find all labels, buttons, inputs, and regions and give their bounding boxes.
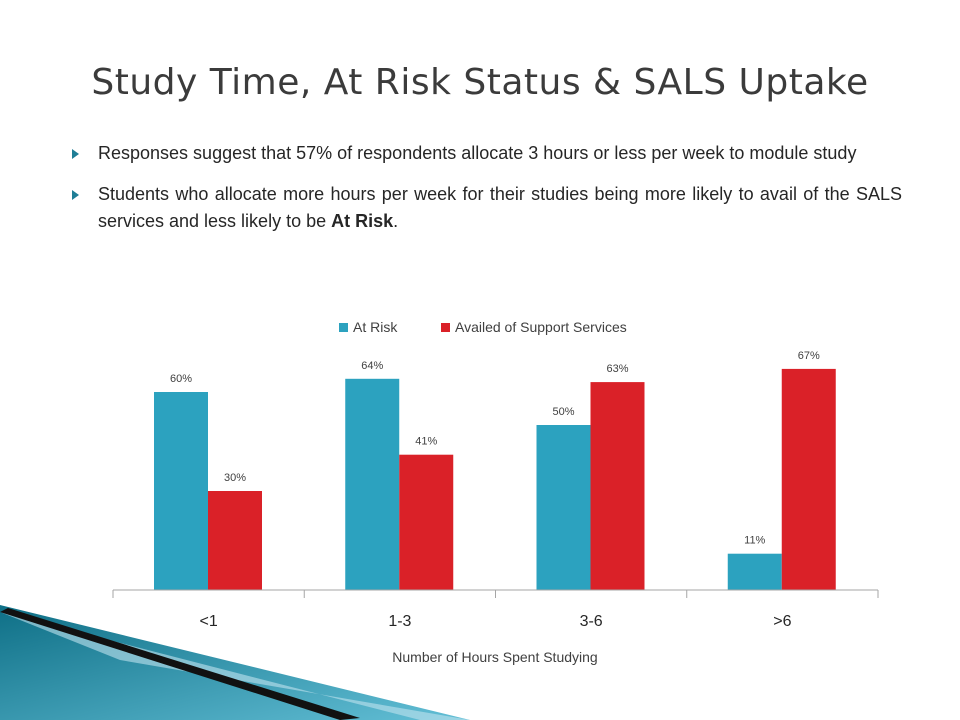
slide-title: Study Time, At Risk Status & SALS Uptake: [91, 62, 869, 103]
bullet-text-bold: At Risk: [331, 211, 394, 231]
data-label: 30%: [224, 472, 246, 484]
bar: [590, 382, 645, 590]
legend-label: Availed of Support Services: [455, 319, 627, 335]
x-tick-label: <1: [200, 613, 218, 630]
legend-label: At Risk: [353, 319, 398, 335]
data-label: 64%: [361, 360, 383, 372]
bullet-item: Students who allocate more hours per wee…: [72, 181, 902, 235]
chart-x-axis: <1 1-3 3-6 >6: [112, 589, 879, 630]
x-tick-label: 3-6: [580, 613, 603, 630]
bullet-item: Responses suggest that 57% of respondent…: [72, 140, 902, 167]
data-label: 67%: [798, 350, 820, 362]
bar: [781, 368, 836, 590]
bullet-text: Students who allocate more hours per wee…: [98, 184, 902, 231]
bar: [345, 378, 400, 590]
data-label: 63%: [606, 363, 628, 375]
x-tick-label: >6: [773, 613, 791, 630]
decor-black-stripe: [0, 608, 360, 720]
data-label: 41%: [415, 436, 437, 448]
bar: [536, 425, 591, 590]
x-axis-title: Number of Hours Spent Studying: [392, 649, 597, 665]
data-label: 50%: [552, 406, 574, 418]
decor-teal-wedge: [0, 605, 470, 720]
legend-swatch: [441, 323, 450, 332]
bullet-arrow-icon: [72, 190, 79, 200]
bullet-arrow-icon: [72, 149, 79, 159]
legend-swatch: [339, 323, 348, 332]
chart-bars: [154, 368, 836, 590]
data-label: 60%: [170, 373, 192, 385]
bar: [154, 392, 208, 590]
data-label: 11%: [744, 535, 765, 547]
bullet-list: Responses suggest that 57% of respondent…: [72, 140, 902, 249]
x-tick-label: 1-3: [388, 613, 411, 630]
chart-legend: At Risk Availed of Support Services: [339, 319, 627, 335]
bar: [399, 454, 454, 590]
chart-data-labels: 60% 30% 64% 41% 50% 63% 11% 67%: [170, 350, 820, 547]
bar: [727, 553, 782, 590]
bullet-text-end: .: [393, 211, 399, 231]
bar: [208, 491, 262, 590]
bullet-text: Responses suggest that 57% of respondent…: [98, 143, 857, 163]
